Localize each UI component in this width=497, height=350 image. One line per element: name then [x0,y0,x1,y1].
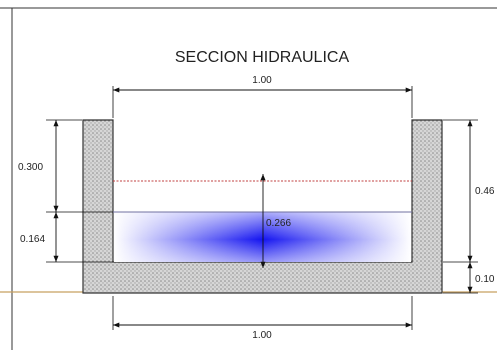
water-level-label: 0.266 [266,218,291,229]
section-title: SECCION HIDRAULICA [175,49,350,66]
water-body-shading [114,212,411,262]
top-width-label: 1.00 [252,75,272,86]
right-base-label: 0.10 [475,274,495,285]
bottom-width-label: 1.00 [252,330,272,341]
right-total-label: 0.46 [475,186,495,197]
freeboard-label: 0.300 [18,162,43,173]
channel-concrete-section [82,119,443,294]
water-depth-label: 0.164 [20,234,45,245]
